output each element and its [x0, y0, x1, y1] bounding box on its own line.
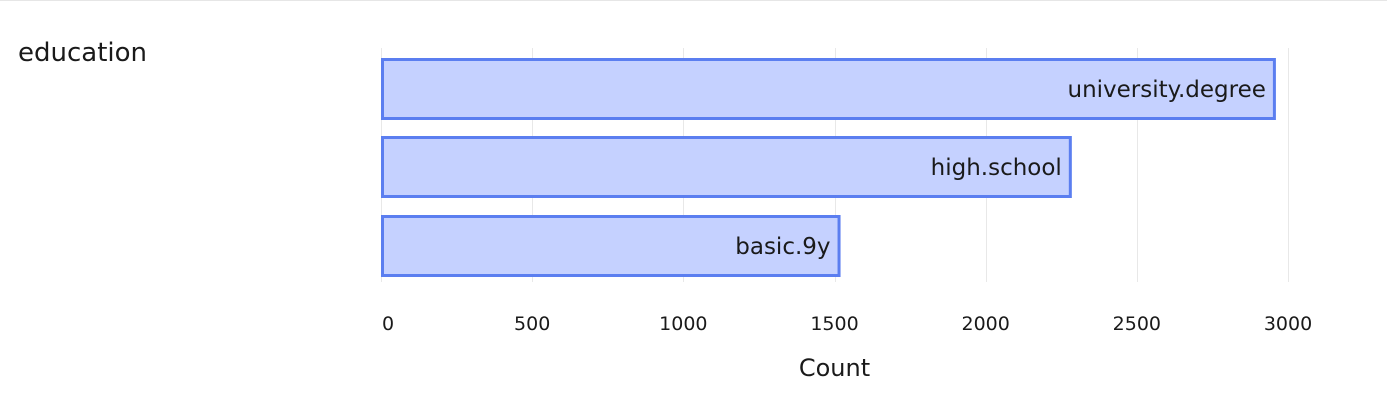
x-tick-label-2000: 2000 — [961, 313, 1009, 335]
x-axis-ticks: 0 500 1000 1500 2000 2500 3000 — [382, 313, 1312, 335]
top-border — [0, 0, 1387, 1]
x-tick-label-2500: 2500 — [1113, 313, 1161, 335]
x-axis-title: Count — [799, 354, 870, 382]
bar-university-degree — [381, 58, 1276, 120]
x-tick-label-3000: 3000 — [1264, 313, 1312, 335]
bar-basic-9y — [381, 215, 841, 277]
x-tick-label-500: 500 — [514, 313, 550, 335]
bars: university.degree high.school basic.9y — [381, 58, 1276, 277]
x-tick-label-1000: 1000 — [659, 313, 707, 335]
x-tick-label-0: 0 — [382, 313, 394, 335]
x-tick-label-1500: 1500 — [810, 313, 858, 335]
field-name-label: education — [18, 38, 148, 68]
bar-label-university-degree: university.degree — [1068, 77, 1266, 103]
bar-high-school — [381, 136, 1072, 198]
bar-label-basic-9y: basic.9y — [735, 234, 830, 260]
bar-label-high-school: high.school — [931, 155, 1062, 181]
